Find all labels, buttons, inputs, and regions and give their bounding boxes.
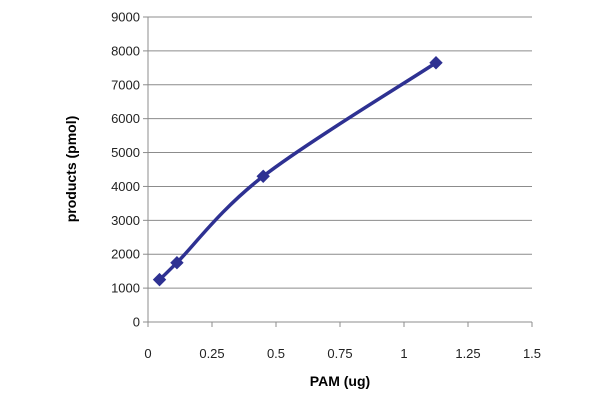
x-tick-label: 0.5 — [267, 346, 285, 361]
data-point-marker — [256, 169, 270, 183]
y-tick-label: 9000 — [111, 10, 140, 25]
y-tick-label: 1000 — [111, 281, 140, 296]
data-point-marker — [170, 255, 184, 270]
y-tick-label: 6000 — [111, 111, 140, 126]
data-point-marker — [152, 272, 167, 287]
data-point-marker — [429, 56, 443, 70]
y-tick-label: 0 — [133, 315, 140, 330]
y-axis-title: products (pmol) — [63, 116, 79, 223]
x-tick-label: 1.5 — [523, 346, 541, 361]
y-tick-label: 3000 — [111, 213, 140, 228]
axis-ticks: 0 1000 2000 3000 4000 5000 6000 7000 8000 9000 0 0.… — [111, 10, 541, 362]
y-tick-label: 5000 — [111, 145, 140, 160]
x-tick-label: 1.25 — [455, 346, 480, 361]
y-tick-label: 7000 — [111, 77, 140, 92]
x-axis-title: PAM (ug) — [310, 373, 370, 389]
y-tick-label: 2000 — [111, 247, 140, 262]
gridlines — [148, 16, 532, 289]
x-tick-label: 0 — [144, 346, 151, 361]
series-layer — [152, 56, 443, 287]
y-tick-label: 4000 — [111, 179, 140, 194]
x-tick-label: 1 — [400, 346, 407, 361]
x-tick-label: 0.25 — [199, 346, 224, 361]
axes — [147, 17, 532, 323]
y-tick-label: 8000 — [111, 43, 140, 58]
series-line — [157, 61, 438, 282]
x-tick-label: 0.75 — [327, 346, 352, 361]
